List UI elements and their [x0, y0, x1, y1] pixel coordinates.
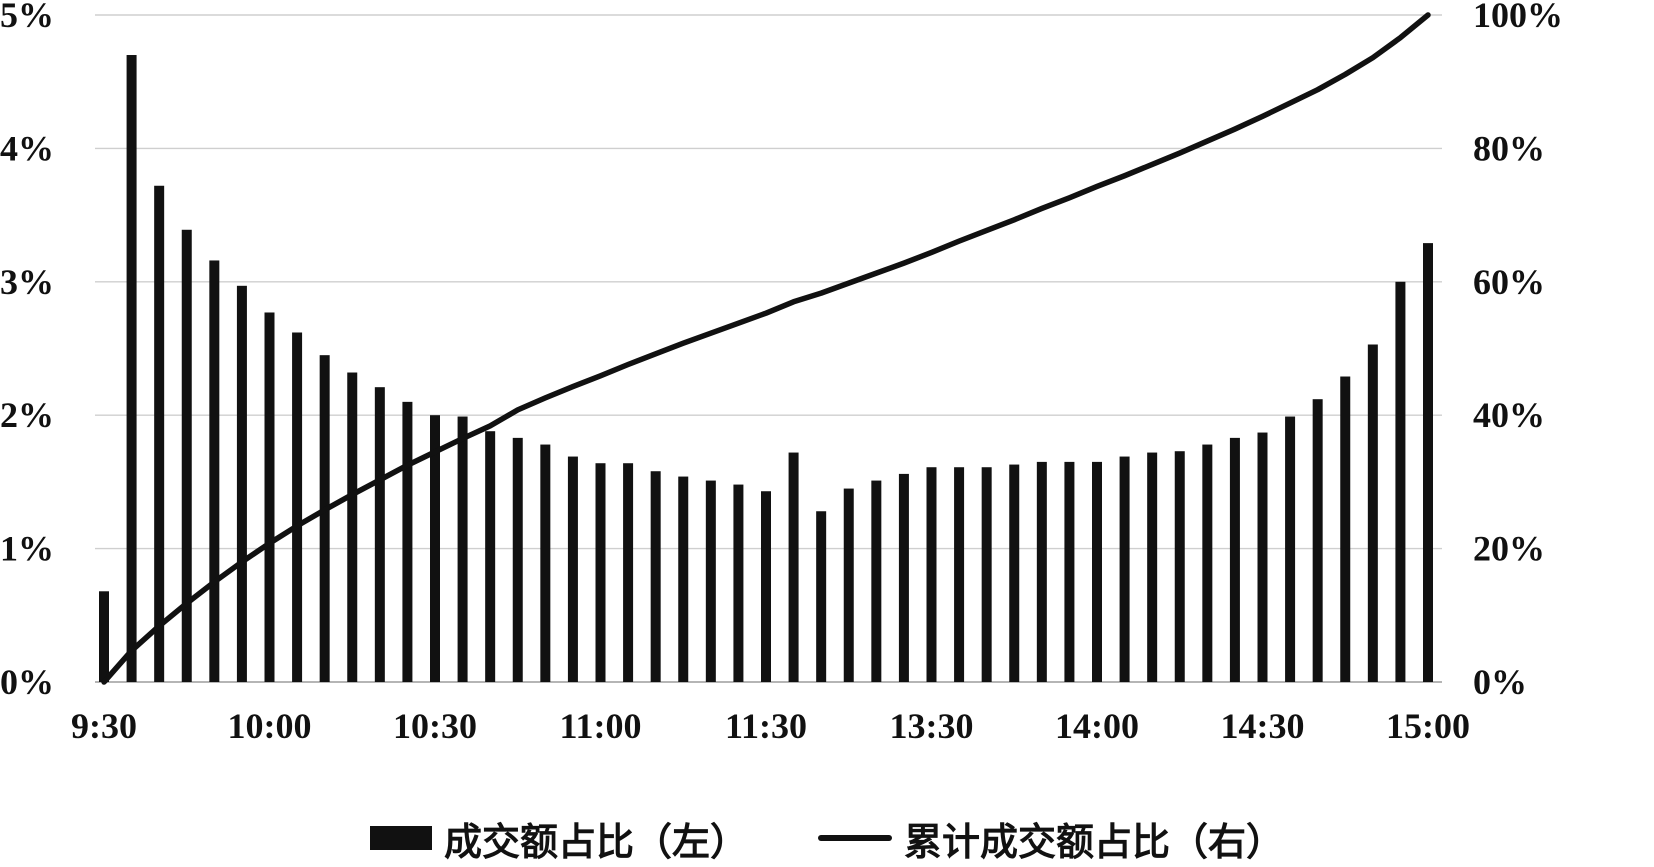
y-right-tick-label: 60%	[1473, 262, 1545, 302]
grid-layer	[95, 14, 1442, 683]
bar	[126, 55, 137, 682]
bar	[816, 511, 827, 682]
line-layer	[101, 12, 1431, 685]
bar	[402, 401, 413, 682]
bar	[1202, 444, 1213, 682]
bar	[843, 488, 854, 682]
bar	[1009, 464, 1020, 682]
bar	[1285, 416, 1296, 682]
bar	[457, 416, 468, 682]
legend-item-line: 累计成交额占比（右）	[818, 811, 1284, 866]
y-right-tick-label: 100%	[1473, 0, 1563, 35]
bar	[347, 372, 358, 682]
y-right-tick-label: 40%	[1473, 395, 1545, 435]
x-tick-label: 11:30	[725, 706, 807, 746]
x-tick-label: 10:00	[228, 706, 312, 746]
bar	[99, 591, 109, 682]
legend-bar-label: 成交额占比（左）	[443, 821, 748, 864]
bars-layer	[99, 55, 1433, 683]
bar	[926, 467, 937, 682]
y-right-tick-label: 20%	[1473, 529, 1545, 569]
axis-layer: 0% 1% 2% 3% 4% 5% 0% 20% 40% 60% 80% 100% 9:30 10:00 1…	[0, 0, 1563, 746]
bar	[678, 476, 689, 682]
bar	[1174, 451, 1185, 682]
x-tick-label: 11:00	[559, 706, 641, 746]
y-left-tick-label: 5%	[0, 0, 54, 35]
bar	[1312, 399, 1323, 682]
bar	[512, 437, 523, 682]
y-left-tick-label: 4%	[0, 128, 54, 168]
x-tick-label: 9:30	[71, 706, 137, 746]
bar	[871, 480, 882, 682]
y-left-tick-label: 1%	[0, 529, 54, 569]
bar	[236, 285, 247, 682]
x-tick-label: 10:30	[393, 706, 477, 746]
bar	[292, 332, 303, 682]
bar	[1367, 344, 1378, 682]
bar	[650, 471, 661, 682]
legend-line-label: 累计成交额占比（右）	[904, 821, 1285, 864]
legend-line-swatch	[818, 835, 892, 841]
bar	[1064, 461, 1075, 682]
cumulative-line	[101, 12, 1431, 685]
y-right-tick-label: 80%	[1473, 128, 1545, 168]
bar	[209, 260, 220, 682]
bar	[705, 480, 716, 682]
bar	[1092, 461, 1102, 682]
bar	[595, 463, 606, 682]
bar	[567, 456, 578, 682]
y-left-tick-label: 2%	[0, 395, 54, 435]
bar	[154, 185, 165, 682]
bar	[1036, 461, 1047, 682]
bar	[485, 431, 496, 682]
bar	[981, 467, 992, 682]
bar	[374, 387, 385, 682]
bar	[788, 452, 799, 682]
y-left-tick-label: 0%	[0, 662, 54, 702]
legend-item-bar: 成交额占比（左）	[369, 811, 748, 866]
y-left-tick-label: 3%	[0, 262, 54, 302]
legend-bar-swatch	[369, 826, 432, 850]
bar	[430, 415, 440, 682]
bar	[1229, 437, 1240, 682]
bar	[264, 312, 275, 682]
y-right-tick-label: 0%	[1473, 662, 1527, 702]
bar	[733, 484, 744, 682]
x-tick-label: 14:30	[1221, 706, 1305, 746]
legend: 成交额占比（左） 累计成交额占比（右）	[0, 818, 1654, 864]
x-tick-label: 14:00	[1055, 706, 1139, 746]
bar	[1340, 376, 1351, 682]
bar	[319, 355, 330, 682]
bar	[761, 491, 771, 682]
bar	[954, 467, 965, 682]
x-tick-label: 15:00	[1386, 706, 1470, 746]
bar	[1423, 243, 1433, 682]
bar	[540, 444, 551, 682]
x-tick-label: 13:30	[890, 706, 974, 746]
bar	[1119, 456, 1130, 682]
bar	[1257, 432, 1268, 682]
bar	[898, 473, 909, 682]
bar	[623, 463, 634, 682]
bar	[1395, 281, 1406, 682]
bar	[181, 229, 192, 683]
bar	[1147, 452, 1158, 682]
